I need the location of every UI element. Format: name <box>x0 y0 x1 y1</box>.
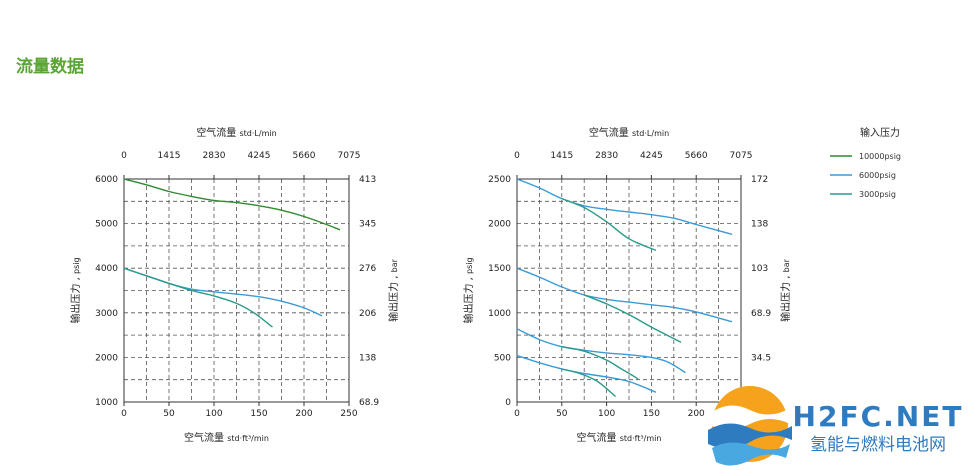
left-axis-unit: psig <box>465 257 474 274</box>
bottom-axis-title: 空气流量 std·ft³/min <box>577 431 662 444</box>
series-line-7 <box>516 354 657 393</box>
top-tick-label: 2830 <box>203 151 226 161</box>
top-axis-title: 空气流量 std·L/min <box>589 126 669 139</box>
series-line-3 <box>516 267 733 323</box>
page-title: 流量数据 <box>16 57 84 77</box>
top-tick-label: 7075 <box>730 151 753 161</box>
left-tick-label: 4000 <box>95 264 118 274</box>
top-tick-label: 5660 <box>293 151 316 161</box>
top-axis-unit: std·L/min <box>632 129 669 138</box>
bottom-tick-label: 50 <box>163 409 175 419</box>
top-axis-title-text: 空气流量 <box>589 126 632 139</box>
left-axis-title-text: 输出压力 , <box>69 274 82 324</box>
left-tick-label: 500 <box>494 353 511 363</box>
top-tick-label: 1415 <box>550 151 573 161</box>
bottom-tick-label: 150 <box>250 409 267 419</box>
left-tick-label: 1500 <box>488 264 511 274</box>
logo-wave-icon <box>712 442 790 466</box>
right-tick-label: 68.9 <box>751 309 771 319</box>
top-axis-title-text: 空气流量 <box>196 126 239 139</box>
right-tick-label: 345 <box>359 220 376 230</box>
top-tick-label: 0 <box>514 151 520 161</box>
series-line-3 <box>123 267 273 328</box>
left-tick-label: 3000 <box>95 309 118 319</box>
legend-label: 10000psig <box>859 152 901 161</box>
top-tick-label: 4245 <box>640 151 663 161</box>
top-tick-label: 2830 <box>595 151 618 161</box>
left-axis-title-text: 输出压力 , <box>462 274 475 324</box>
right-tick-label: 138 <box>751 220 768 230</box>
left-tick-label: 0 <box>505 398 511 408</box>
right-axis-title: 输出压力 , bar <box>779 258 792 322</box>
bottom-tick-label: 100 <box>598 409 615 419</box>
right-tick-label: 138 <box>359 353 376 363</box>
bottom-tick-label: 100 <box>205 409 222 419</box>
left-axis-unit: psig <box>72 257 81 274</box>
right-tick-label: 413 <box>359 175 376 185</box>
bottom-axis-title: 空气流量 std·ft³/min <box>184 431 269 444</box>
chart-2: 0 50 100 150 200 2500 1415 2830 4245 5660 7075 0 500… <box>462 126 792 444</box>
left-tick-label: 5000 <box>95 220 118 230</box>
right-axis-title: 输出压力 , bar <box>387 258 400 322</box>
left-tick-label: 1000 <box>488 309 511 319</box>
top-axis-unit: std·L/min <box>240 129 277 138</box>
top-axis-title: 空气流量 std·L/min <box>196 126 276 139</box>
bottom-tick-label: 150 <box>643 409 660 419</box>
right-tick-label: 276 <box>359 264 376 274</box>
right-tick-label: 103 <box>751 264 768 274</box>
series-line-8 <box>561 368 617 398</box>
left-tick-label: 2000 <box>95 353 118 363</box>
left-tick-label: 6000 <box>95 175 118 185</box>
right-tick-label: 34.5 <box>751 353 771 363</box>
bottom-axis-title-text: 空气流量 <box>577 431 620 444</box>
top-tick-label: 0 <box>121 151 127 161</box>
legend-label: 6000psig <box>859 171 896 180</box>
series-line-5 <box>516 328 686 374</box>
top-tick-label: 5660 <box>685 151 708 161</box>
left-tick-label: 2500 <box>488 175 511 185</box>
legend: 输入压力 10000psig 6000psig 3000psig <box>830 126 901 199</box>
right-axis-title-text: 输出压力 , <box>387 272 400 322</box>
legend-label: 3000psig <box>859 190 896 199</box>
left-axis-title: 输出压力 , psig <box>462 257 475 323</box>
bottom-tick-label: 200 <box>688 409 705 419</box>
series-line-1 <box>516 178 733 235</box>
plot-frame <box>123 178 350 403</box>
right-axis-unit: bar <box>390 258 399 272</box>
right-axis-title-text: 输出压力 , <box>779 272 792 322</box>
bottom-tick-label: 200 <box>295 409 312 419</box>
bottom-axis-unit: std·ft³/min <box>227 434 269 443</box>
bottom-tick-label: 0 <box>121 409 127 419</box>
left-tick-label: 2000 <box>488 220 511 230</box>
bottom-tick-label: 0 <box>514 409 520 419</box>
plot-frame <box>516 178 742 403</box>
bottom-axis-unit: std·ft³/min <box>620 434 662 443</box>
bottom-tick-label: 250 <box>340 409 357 419</box>
top-tick-label: 7075 <box>338 151 361 161</box>
legend-title: 输入压力 <box>860 126 900 139</box>
top-tick-label: 4245 <box>248 151 271 161</box>
right-tick-label: 68.9 <box>359 398 379 408</box>
right-tick-label: 206 <box>359 309 376 319</box>
watermark-brand: H2FC.NET <box>793 400 964 433</box>
series-line-6 <box>561 346 639 380</box>
series-line-1 <box>123 178 341 231</box>
series-line-4 <box>583 294 682 343</box>
series-line-2 <box>123 267 323 317</box>
logo-wave-icon <box>708 423 792 449</box>
series-line-2 <box>561 197 657 252</box>
bottom-tick-label: 50 <box>556 409 568 419</box>
bottom-axis-title-text: 空气流量 <box>184 431 227 444</box>
left-tick-label: 1000 <box>95 398 118 408</box>
right-tick-label: 172 <box>751 175 768 185</box>
left-axis-title: 输出压力 , psig <box>69 257 82 323</box>
chart-1: 0 50 100 150 200 250 0 1415 2830 4245 5660 7075 1000… <box>69 126 400 444</box>
top-tick-label: 1415 <box>158 151 181 161</box>
watermark-subtitle: 氢能与燃料电池网 <box>810 435 946 455</box>
right-axis-unit: bar <box>782 258 791 272</box>
